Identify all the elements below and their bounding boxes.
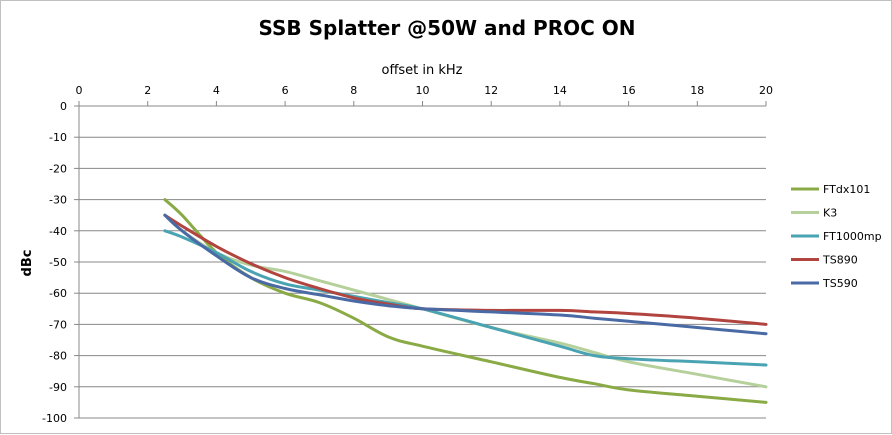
x-tick-label: 12 <box>484 84 498 97</box>
series-line-ts890 <box>163 213 768 326</box>
y-tick-label: -40 <box>49 225 67 238</box>
legend-label: TS590 <box>822 277 858 290</box>
x-tick-label: 6 <box>282 84 289 97</box>
gridlines <box>79 136 766 419</box>
y-axis-label: dBc <box>20 250 35 277</box>
legend-label: TS890 <box>822 254 858 267</box>
y-tick-label: -80 <box>49 350 67 363</box>
x-tick-label: 20 <box>759 84 773 97</box>
series-line-ft1000mp <box>163 229 768 367</box>
chart-title: SSB Splatter @50W and PROC ON <box>258 16 635 40</box>
y-tick-label: -10 <box>49 131 67 144</box>
legend-label: FT1000mp <box>823 230 882 243</box>
y-tick-label: 0 <box>60 100 67 113</box>
y-tick-label: -30 <box>49 194 67 207</box>
axes: 0 -10 -20 -30 -40 -50 -60 -70 -80 -90 -100 0 2 4 6 8 10 1… <box>42 84 773 425</box>
y-tick-label: -20 <box>49 162 67 175</box>
y-tick-label: -60 <box>49 287 67 300</box>
x-tick-label: 18 <box>690 84 704 97</box>
y-tick-label: -90 <box>49 381 67 394</box>
y-tick-label: -50 <box>49 256 67 269</box>
legend: FTdx101 K3 FT1000mp TS890 TS590 <box>791 183 882 290</box>
x-tick-label: 10 <box>416 84 430 97</box>
x-tick-label: 16 <box>622 84 636 97</box>
series-line-ts590 <box>163 213 768 336</box>
x-tick-label: 0 <box>76 84 83 97</box>
x-tick-label: 14 <box>553 84 567 97</box>
x-tick-label: 2 <box>144 84 151 97</box>
x-tick-label: 4 <box>213 84 220 97</box>
legend-label: FTdx101 <box>823 183 870 196</box>
y-tick-label: -100 <box>42 412 67 425</box>
y-tick-label: -70 <box>49 318 67 331</box>
legend-label: K3 <box>823 207 837 220</box>
x-tick-label: 8 <box>350 84 357 97</box>
series-lines <box>163 198 768 404</box>
x-axis-label: offset in kHz <box>381 63 462 78</box>
